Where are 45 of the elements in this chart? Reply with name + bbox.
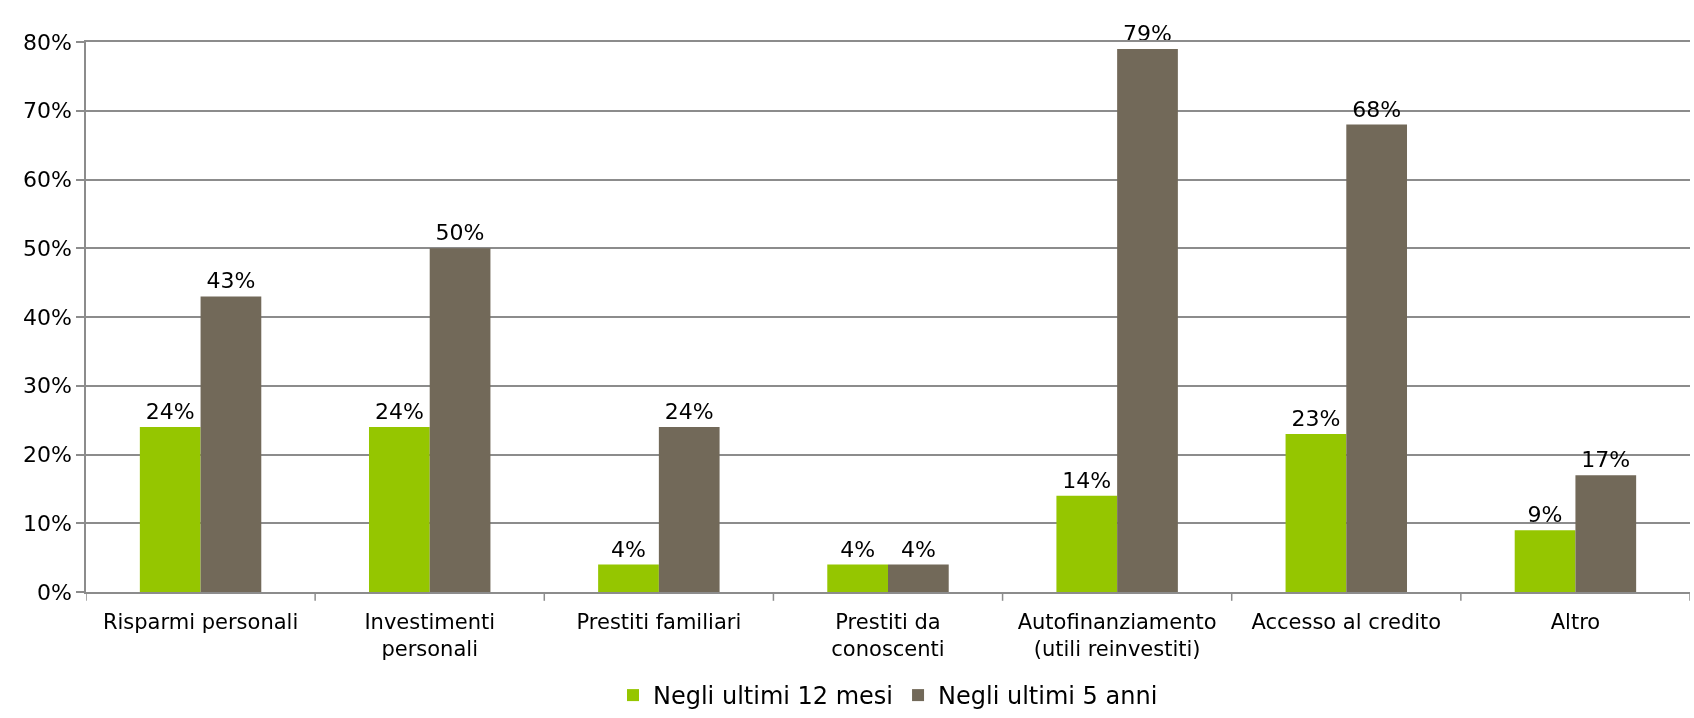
y-tick-label: 30% [22, 373, 72, 399]
x-tick-label: Investimenti personali [364, 609, 496, 662]
bar [1514, 530, 1576, 592]
bar [200, 296, 262, 592]
y-tick-label: 20% [22, 442, 72, 468]
y-tick-label: 60% [22, 167, 72, 193]
bar [139, 427, 201, 592]
bar [1285, 433, 1347, 592]
y-tick-label: 0% [36, 579, 72, 605]
x-tick-label: Accesso al credito [1251, 609, 1442, 634]
data-label: 68% [1352, 96, 1402, 122]
x-tick-label: Prestiti familiari [576, 609, 742, 634]
data-label: 14% [1062, 467, 1112, 493]
bar [598, 564, 659, 592]
data-label: 24% [374, 399, 424, 424]
data-label: 24% [664, 399, 714, 424]
bar [1575, 475, 1637, 592]
bar [1056, 495, 1118, 592]
y-tick-label: 10% [22, 510, 72, 536]
bar [888, 564, 949, 592]
x-tick-label: Altro [1550, 609, 1601, 634]
x-tick-label: Autofinanziamento (utili reinvestiti) [1017, 609, 1217, 662]
data-label: 4% [840, 536, 876, 562]
y-tick-label: 70% [22, 98, 72, 124]
data-label: 23% [1291, 405, 1341, 431]
bar [827, 564, 888, 592]
legend-label: Negli ultimi 5 anni [938, 682, 1158, 711]
y-tick-label: 80% [22, 29, 72, 55]
y-tick-label: 40% [22, 304, 72, 330]
data-label: 9% [1527, 502, 1563, 528]
x-tick-label: Prestiti da conoscenti [831, 609, 945, 662]
bar [1117, 48, 1178, 592]
legend-label: Negli ultimi 12 mesi [653, 682, 894, 711]
bar [1346, 124, 1408, 592]
data-label: 4% [900, 536, 936, 562]
data-label: 24% [145, 399, 195, 424]
bar [658, 427, 720, 592]
data-label: 50% [435, 220, 485, 246]
data-label: 43% [206, 268, 256, 294]
bar [429, 248, 491, 592]
y-tick-label: 50% [22, 235, 72, 261]
data-label: 4% [611, 536, 646, 562]
data-label: 17% [1581, 447, 1631, 473]
x-tick-label: Risparmi personali [102, 609, 299, 634]
bar [368, 427, 430, 592]
